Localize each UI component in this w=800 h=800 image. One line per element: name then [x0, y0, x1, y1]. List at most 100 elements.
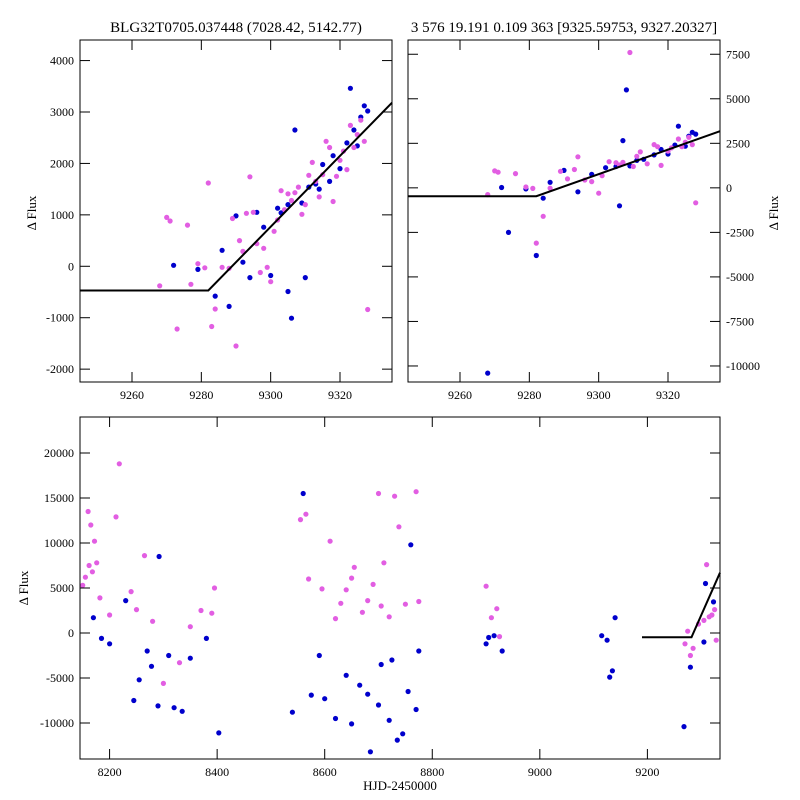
data-point [495, 169, 501, 175]
data-point [564, 176, 571, 182]
data-point [400, 731, 406, 737]
data-point [378, 603, 384, 609]
x-tick-label: 9300 [259, 388, 283, 402]
title-top-left: BLG32T0705.037448 (7028.42, 5142.77) [110, 20, 362, 36]
xlabel-bottom: HJD-2450000 [363, 778, 437, 793]
data-point [344, 167, 350, 173]
data-point [123, 598, 129, 604]
data-point [530, 185, 536, 191]
data-point [179, 708, 185, 714]
points-top-right [485, 49, 699, 376]
data-point [499, 184, 505, 191]
data-point [375, 702, 382, 708]
y-tick-label: -2000 [46, 362, 74, 376]
data-point [486, 634, 492, 641]
data-point [344, 140, 350, 146]
data-point [533, 240, 539, 246]
data-point [623, 87, 630, 93]
data-point [308, 692, 314, 698]
data-point [505, 229, 512, 235]
data-point [357, 682, 363, 688]
data-point [483, 641, 489, 647]
ylabel-top-right: Δ Flux [766, 195, 781, 230]
data-point [303, 511, 309, 517]
data-point [332, 616, 339, 622]
data-point [709, 612, 715, 618]
data-point [627, 49, 633, 56]
data-point [195, 261, 201, 267]
data-point [295, 184, 301, 190]
data-point [327, 144, 333, 151]
data-point [358, 117, 364, 123]
data-point [603, 165, 609, 171]
y-tick-label: -5000 [726, 270, 754, 284]
data-point [302, 275, 308, 281]
data-point [107, 612, 113, 618]
data-point [240, 259, 246, 265]
data-point [257, 269, 263, 276]
y-tick-label: 3000 [50, 105, 74, 119]
data-point [209, 610, 215, 616]
data-point [685, 628, 691, 634]
data-point [302, 202, 308, 208]
data-point [512, 171, 519, 177]
data-point [278, 188, 284, 194]
data-point [285, 288, 291, 295]
data-point [682, 641, 688, 647]
data-point [702, 580, 709, 587]
data-point [332, 715, 339, 722]
data-point [547, 185, 553, 191]
data-point [306, 172, 312, 178]
data-point [351, 564, 357, 570]
data-point [133, 607, 140, 613]
data-point [523, 184, 529, 190]
data-point [557, 168, 564, 174]
data-point [320, 161, 326, 168]
data-point [710, 599, 717, 605]
data-point [540, 195, 546, 201]
data-point [327, 538, 333, 544]
data-point [389, 657, 395, 663]
data-point [86, 562, 92, 569]
data-point [236, 238, 243, 244]
y-tick-label: -5000 [46, 671, 74, 685]
data-point [413, 489, 419, 495]
data-point [644, 161, 650, 167]
data-point [98, 635, 105, 642]
data-point [198, 607, 204, 614]
data-point [85, 508, 91, 515]
data-point [687, 652, 694, 659]
x-tick-label: 9000 [528, 765, 552, 779]
data-point [713, 637, 719, 643]
data-point [299, 211, 305, 217]
data-point [359, 609, 365, 615]
x-tick-label: 9260 [448, 388, 472, 402]
data-point [188, 281, 194, 287]
y-tick-label: 0 [726, 181, 732, 195]
model-line-bottom [642, 572, 721, 639]
data-point [275, 205, 281, 211]
data-point [392, 493, 398, 499]
data-point [496, 634, 503, 640]
data-point [247, 275, 253, 281]
x-tick-label: 8600 [313, 765, 337, 779]
data-point [485, 370, 491, 376]
data-point [361, 138, 367, 144]
y-tick-label: 0 [68, 626, 74, 640]
data-point [337, 166, 343, 172]
data-point [184, 222, 191, 228]
model-line-top-right [408, 130, 721, 198]
data-point [408, 542, 414, 548]
data-point [211, 585, 218, 591]
data-point [261, 245, 267, 251]
data-point [533, 252, 539, 259]
data-point [148, 663, 155, 669]
data-point [416, 598, 422, 605]
ylabel-top-left: Δ Flux [24, 195, 39, 230]
data-point [343, 587, 349, 593]
data-point [288, 197, 295, 204]
data-point [247, 174, 253, 180]
data-point [219, 264, 225, 270]
points-top-left [157, 85, 371, 349]
